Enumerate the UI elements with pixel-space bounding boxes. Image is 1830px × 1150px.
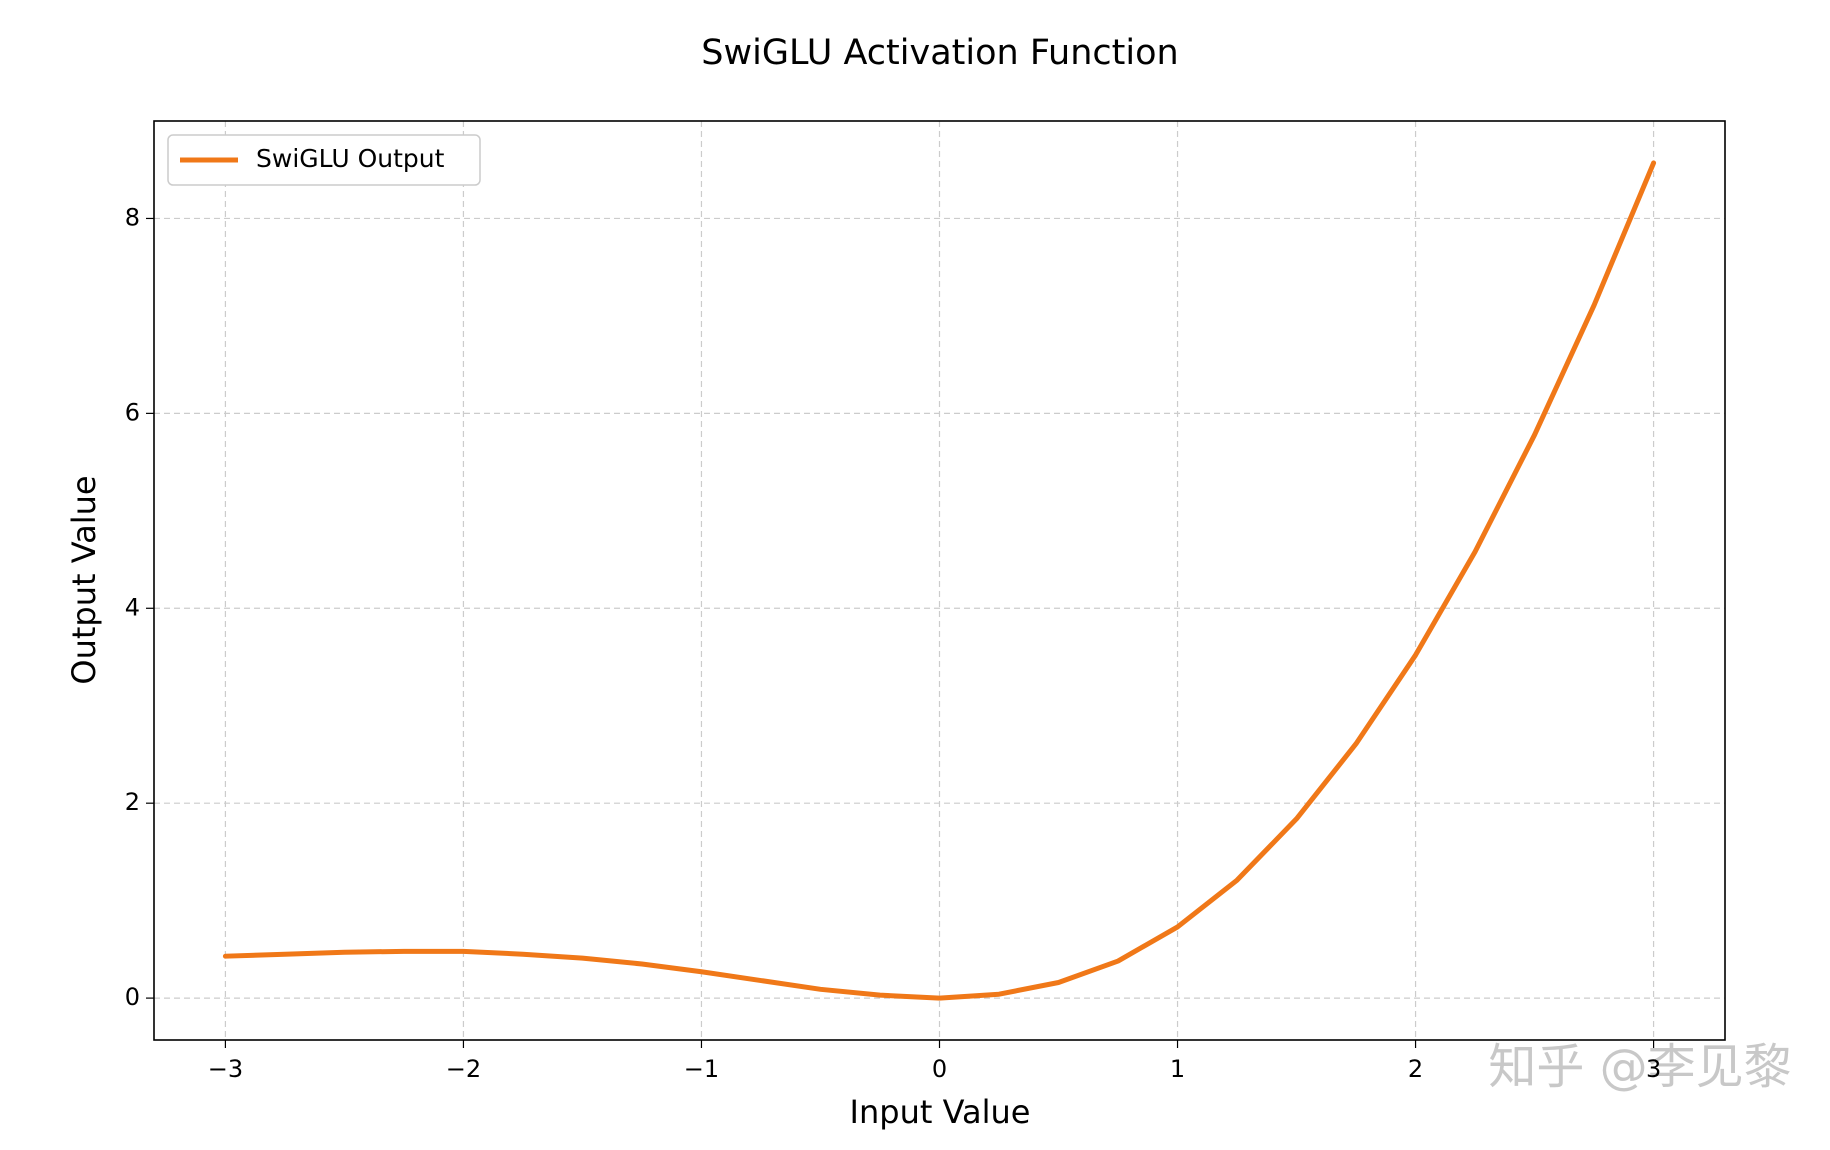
y-tick-label: 2 xyxy=(125,788,140,816)
line xyxy=(222,160,1657,1001)
chart-title: SwiGLU Activation Function xyxy=(701,33,1178,73)
x-tick-label: 3 xyxy=(1646,1055,1661,1083)
y-tick-label: 4 xyxy=(125,593,140,621)
legend-box xyxy=(167,134,481,186)
x-tick-label: −3 xyxy=(208,1055,243,1083)
x-tick-label: −1 xyxy=(684,1055,719,1083)
plot-frame xyxy=(153,120,1726,1041)
x-tick-label: 0 xyxy=(932,1055,947,1083)
y-tick-label: 8 xyxy=(125,203,140,231)
watermark: 知乎 @李见黎 xyxy=(1488,1039,1791,1095)
x-tick-label: −2 xyxy=(446,1055,481,1083)
x-axis-label: Input Value xyxy=(850,1093,1031,1131)
y-tick-label: 6 xyxy=(125,398,140,426)
y-axis-label: Output Value xyxy=(65,475,103,684)
x-tick-label: 1 xyxy=(1170,1055,1185,1083)
x-tick-label: 2 xyxy=(1408,1055,1423,1083)
legend-label: SwiGLU Output xyxy=(256,144,445,173)
y-tick-label: 0 xyxy=(125,983,140,1011)
